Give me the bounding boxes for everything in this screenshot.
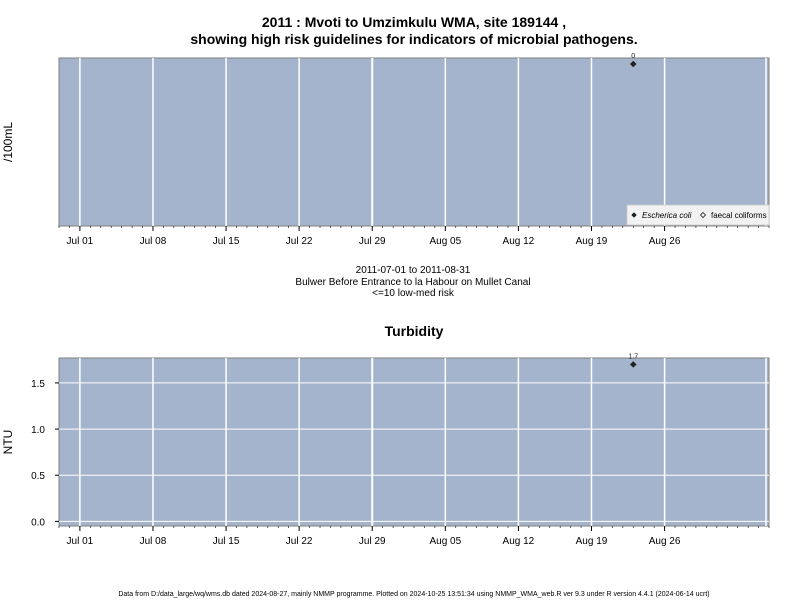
turbidity-panel: 0.0 0.5 1.0 1.5 Jul 01 Jul 08 Jul 15 Jul 22 Jul … [31,353,770,547]
ecoli-data-point [629,60,637,68]
ecoli-x-tick-label: Jul 15 [213,236,240,247]
date-range-text: 2011-07-01 to 2011-08-31 [356,265,471,276]
ecoli-x-tick-label: Jul 22 [286,236,313,247]
ecoli-x-tick-label: Jul 29 [359,236,386,247]
ecoli-x-tick-label: Aug 19 [576,236,608,247]
turbidity-x-tick-label: Aug 05 [429,536,461,547]
ecoli-x-tick-label: Jul 01 [67,236,94,247]
ecoli-y-axis-label: /100mL [1,122,15,162]
turbidity-x-tick-label: Jul 01 [67,536,94,547]
legend-box [626,204,770,226]
legend-label: Escherica coli [642,211,692,220]
turbidity-y-tick-label: 0.0 [31,517,45,528]
ecoli-panel: Jul 01 Jul 08 Jul 15 Jul 22 Jul 29 Aug 05 Aug … [58,53,770,247]
turbidity-data-label: 1.7 [628,353,638,360]
footer-note: Data from D:/data_large/wq/wms.db dated … [118,591,709,598]
ecoli-x-tick-label: Aug 26 [649,236,681,247]
legend-label: faecal coliforms [711,211,767,220]
chart-title-line1: 2011 : Mvoti to Umzimkulu WMA, site 1891… [262,14,566,30]
turbidity-x-tick-label: Aug 26 [649,536,681,547]
turbidity-x-tick-label: Jul 22 [286,536,313,547]
ecoli-legend: Escherica coli faecal coliforms [626,204,770,226]
ecoli-x-tick-label: Jul 08 [140,236,167,247]
site-name-text: Bulwer Before Entrance to la Habour on M… [295,277,530,288]
ecoli-data-label: 0 [631,53,635,60]
legend-marker-filled-diamond [631,212,637,218]
turbidity-x-tick-label: Aug 12 [503,536,535,547]
turbidity-y-axis-label: NTU [1,430,15,455]
turbidity-title: Turbidity [385,323,444,339]
turbidity-y-tick-label: 0.5 [31,471,45,482]
turbidity-plot-area [58,357,770,527]
turbidity-x-tick-label: Aug 19 [576,536,608,547]
ecoli-x-tick-label: Aug 05 [429,236,461,247]
turbidity-y-tick-label: 1.5 [31,379,45,390]
turbidity-x-tick-label: Jul 08 [140,536,167,547]
turbidity-y-tick-label: 1.0 [31,425,45,436]
chart-title-line2: showing high risk guidelines for indicat… [190,31,637,47]
turbidity-x-tick-label: Jul 15 [213,536,240,547]
ecoli-x-tick-label: Aug 12 [503,236,535,247]
ecoli-plot-area [58,57,770,227]
legend-marker-open-diamond [699,211,707,219]
turbidity-data-point [629,361,637,368]
turbidity-x-tick-label: Jul 29 [359,536,386,547]
risk-note-text: <=10 low-med risk [372,288,455,299]
